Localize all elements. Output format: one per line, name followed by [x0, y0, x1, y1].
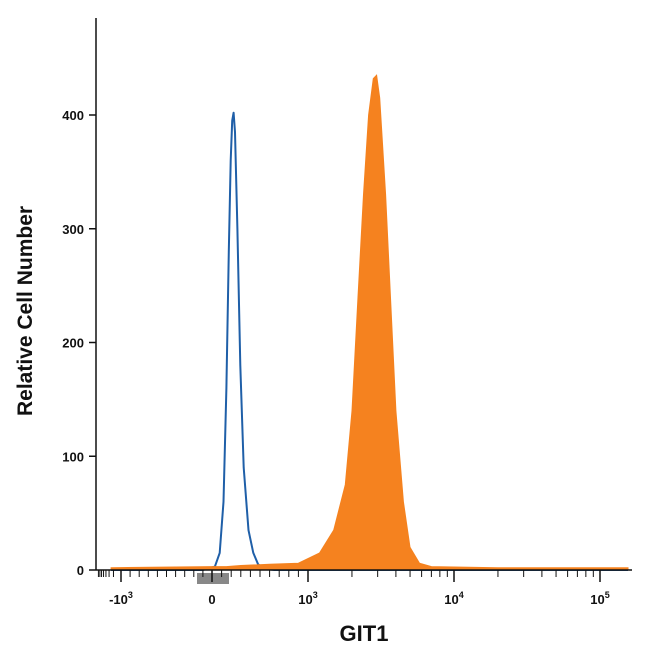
x-axis-title: GIT1: [340, 621, 389, 646]
x-tick-label: 104: [444, 590, 463, 607]
x-tick-label: 0: [208, 592, 215, 607]
zero-region-marker: [197, 573, 229, 584]
x-axis-minor-ticks: [97, 570, 594, 577]
y-tick-label: 0: [77, 563, 84, 578]
x-tick-label: -103: [109, 590, 133, 607]
y-tick-label: 100: [62, 449, 84, 464]
y-tick-label: 300: [62, 222, 84, 237]
series-1-filled-area: [110, 74, 629, 571]
y-axis-title: Relative Cell Number: [14, 206, 37, 416]
y-tick-label: 400: [62, 108, 84, 123]
x-tick-label: 103: [298, 590, 317, 607]
series-layer: [110, 74, 629, 571]
y-axis-ticks: 0 100 200 300 400: [62, 108, 96, 578]
zero-region-bar: [197, 573, 229, 584]
x-axis-ticks: -103 0 103 104 105: [109, 570, 610, 607]
x-tick-label: 105: [590, 590, 609, 607]
series-0-outline: [111, 111, 628, 571]
y-tick-label: 200: [62, 336, 84, 351]
